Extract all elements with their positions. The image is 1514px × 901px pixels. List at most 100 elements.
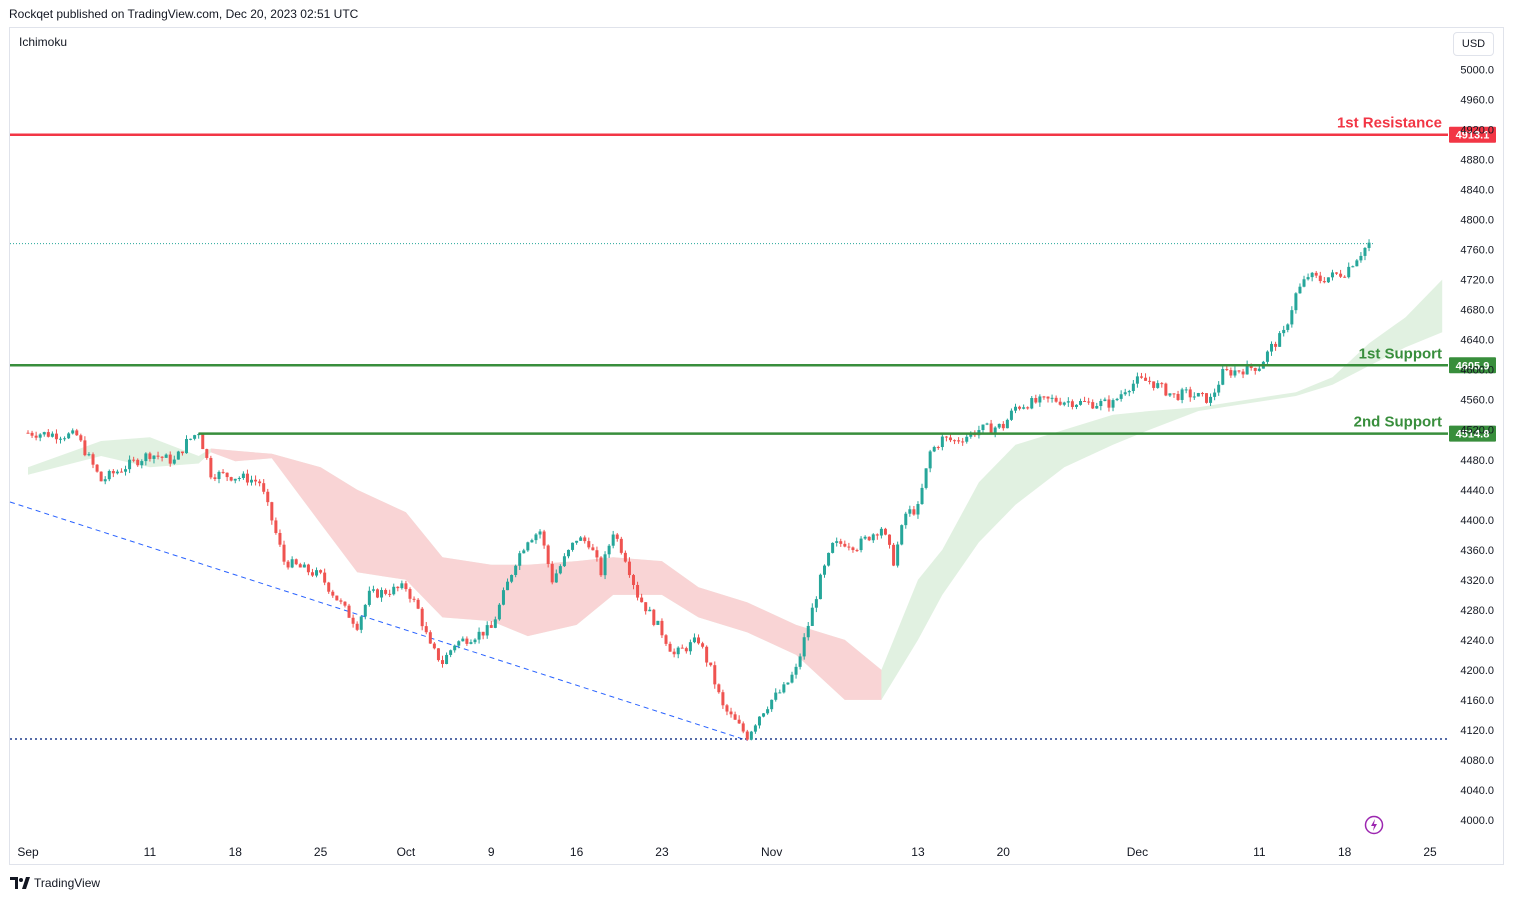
candle-body (603, 554, 607, 576)
candle-body (355, 623, 359, 630)
candle-body (1302, 279, 1306, 287)
candle-body (587, 541, 591, 548)
candle-body (205, 449, 209, 458)
candle-body (1172, 393, 1176, 395)
candle-body (908, 509, 912, 514)
candle-body (172, 459, 176, 464)
y-tick-label: 5000.0 (1460, 65, 1494, 77)
candle-body (940, 436, 944, 448)
candle-body (912, 509, 916, 515)
candle-body (1111, 400, 1115, 408)
candle-body (225, 472, 229, 478)
candle-body (883, 528, 887, 535)
candle-body (623, 552, 627, 562)
chart-frame[interactable] (9, 27, 1504, 865)
candle-body (798, 656, 802, 667)
candle-body (1347, 266, 1351, 278)
level-label-3: 2nd Support (1354, 414, 1442, 431)
candle-body (749, 731, 753, 740)
candle-body (347, 605, 351, 618)
currency-button[interactable]: USD (1453, 32, 1494, 56)
candle-body (412, 598, 416, 600)
candle-body (619, 538, 623, 553)
candle-body (1074, 404, 1078, 407)
y-tick-label: 4360.0 (1460, 545, 1494, 557)
candle-body (944, 436, 948, 438)
candle-body (692, 637, 696, 643)
y-tick-label: 4520.0 (1460, 425, 1494, 437)
candle-body (753, 725, 757, 732)
candle-body (660, 620, 664, 636)
candle-body (274, 520, 278, 533)
candle-body (1184, 389, 1188, 391)
candle-body (757, 716, 761, 726)
candle-body (278, 532, 282, 545)
candle-body (786, 682, 790, 685)
lightning-bolt-icon[interactable] (1364, 815, 1384, 835)
candle-body (835, 541, 839, 543)
candle-body (822, 565, 826, 575)
candle-body (546, 545, 550, 564)
candle-body (298, 564, 302, 568)
candle-body (1298, 286, 1302, 294)
candle-body (522, 550, 526, 554)
candle-body (733, 714, 737, 720)
candle-body (1038, 396, 1042, 403)
candle-body (1144, 377, 1148, 381)
candle-body (327, 582, 331, 592)
candle-body (1168, 393, 1172, 396)
candle-body (1062, 402, 1066, 405)
candle-body (335, 595, 339, 601)
candle-body (306, 564, 310, 573)
y-tick-label: 4960.0 (1460, 95, 1494, 107)
candle-body (1034, 398, 1038, 403)
candle-body (656, 620, 660, 625)
candle-body (1001, 423, 1005, 429)
candle-body (156, 455, 160, 457)
candle-body (258, 481, 262, 484)
candle-body (1200, 393, 1204, 395)
candle-body (140, 461, 144, 466)
x-tick-label: 20 (997, 845, 1011, 859)
candle-body (266, 491, 270, 503)
indicator-label[interactable]: Ichimoku (19, 35, 68, 49)
candle-body (599, 557, 603, 576)
candle-body (916, 504, 920, 515)
candle-body (782, 684, 786, 693)
y-tick-label: 4880.0 (1460, 155, 1494, 167)
candle-body (1330, 272, 1334, 278)
candle-body (250, 479, 254, 483)
candle-body (871, 534, 875, 541)
tradingview-logo-icon (10, 877, 30, 889)
candle-body (1253, 367, 1257, 371)
candle-body (802, 637, 806, 657)
candle-body (160, 456, 164, 458)
candle-body (721, 692, 725, 706)
candle-body (1042, 396, 1046, 398)
candle-body (571, 542, 575, 550)
candle-body (1339, 273, 1343, 277)
candle-body (1131, 383, 1135, 392)
candle-body (607, 545, 611, 555)
candle-body (1196, 393, 1200, 397)
candle-body (461, 638, 465, 642)
candle-body (538, 531, 542, 535)
candle-body (396, 586, 400, 589)
candle-body (1233, 370, 1237, 376)
candle-body (790, 674, 794, 683)
level-price-tag-2 (1449, 357, 1496, 374)
candle-body (164, 454, 168, 458)
candle-body (302, 564, 306, 568)
candle-body (1355, 260, 1359, 267)
x-tick-label: 18 (1338, 845, 1352, 859)
candle-body (701, 643, 705, 647)
candle-body (1066, 401, 1070, 403)
candle-body (892, 544, 896, 566)
candle-body (713, 665, 717, 685)
candle-body (839, 541, 843, 544)
candle-body (420, 608, 424, 627)
x-tick-label: 25 (1423, 845, 1437, 859)
candle-body (1152, 381, 1156, 388)
candle-body (1290, 310, 1294, 325)
